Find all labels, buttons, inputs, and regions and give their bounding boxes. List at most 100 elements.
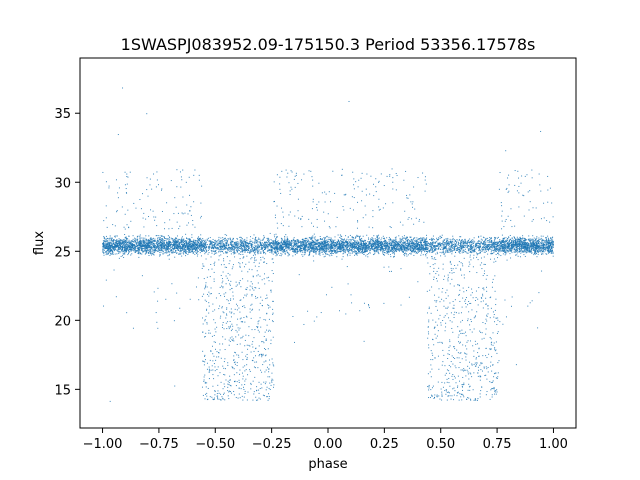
data-point: [469, 241, 471, 243]
data-point: [384, 238, 386, 240]
data-point: [167, 246, 169, 248]
data-point: [510, 247, 512, 249]
data-point: [263, 235, 265, 237]
data-point: [359, 239, 361, 241]
data-point: [119, 244, 121, 246]
data-point: [228, 303, 230, 305]
data-point: [539, 251, 541, 253]
data-point: [156, 171, 158, 173]
data-point: [203, 380, 205, 382]
data-point: [493, 261, 495, 263]
data-point: [418, 220, 420, 222]
data-point: [268, 387, 270, 389]
data-point: [401, 239, 403, 241]
data-point: [433, 239, 435, 241]
data-point: [218, 251, 220, 253]
data-point: [214, 253, 216, 255]
data-point: [325, 251, 327, 253]
data-point: [326, 247, 328, 249]
data-point: [260, 369, 262, 371]
data-point: [426, 240, 428, 242]
data-point: [268, 238, 270, 240]
data-point: [375, 244, 377, 246]
data-point: [133, 245, 135, 247]
data-point: [163, 237, 165, 239]
data-point: [119, 244, 121, 246]
data-point: [206, 276, 208, 278]
data-point: [287, 245, 289, 247]
data-point: [546, 242, 548, 244]
data-point: [519, 246, 521, 248]
data-point: [545, 237, 547, 238]
data-point: [400, 240, 402, 242]
data-point: [509, 234, 511, 236]
data-point: [495, 245, 497, 247]
data-point: [269, 364, 271, 366]
data-point: [311, 176, 313, 178]
data-point: [436, 396, 438, 398]
data-point: [450, 246, 452, 248]
data-point: [218, 247, 220, 249]
data-point: [425, 251, 427, 253]
data-point: [488, 241, 490, 243]
data-point: [245, 250, 247, 251]
data-point: [432, 245, 434, 247]
data-point: [313, 260, 315, 262]
data-point: [348, 241, 350, 243]
data-point: [424, 242, 426, 244]
data-point: [252, 244, 254, 246]
data-point: [280, 249, 282, 251]
data-point: [527, 305, 529, 307]
data-point: [360, 245, 362, 247]
data-point: [505, 253, 507, 255]
data-point: [218, 398, 220, 400]
data-point: [341, 236, 343, 238]
data-point: [108, 245, 110, 247]
data-point: [126, 239, 128, 241]
data-point: [145, 238, 147, 240]
data-point: [235, 244, 237, 246]
data-point: [210, 247, 212, 249]
data-point: [190, 206, 192, 208]
data-point: [259, 398, 261, 400]
data-point: [280, 237, 282, 239]
data-point: [450, 248, 452, 250]
data-point: [195, 245, 197, 247]
data-point: [362, 235, 364, 237]
data-point: [354, 244, 356, 246]
data-point: [501, 220, 503, 222]
data-point: [506, 187, 508, 189]
data-point: [265, 360, 267, 362]
data-point: [399, 237, 401, 239]
data-point: [232, 239, 234, 241]
data-point: [399, 241, 401, 243]
data-point: [181, 243, 182, 245]
data-point: [453, 387, 455, 389]
data-point: [466, 290, 468, 292]
data-point: [354, 244, 356, 246]
data-point: [284, 243, 286, 245]
data-point: [447, 295, 449, 297]
data-point: [220, 237, 222, 239]
data-point: [254, 240, 256, 242]
data-point: [231, 243, 233, 245]
data-point: [519, 249, 521, 251]
data-point: [482, 295, 484, 297]
data-point: [441, 341, 443, 343]
data-point: [254, 329, 256, 331]
data-point: [356, 243, 358, 245]
data-point: [221, 307, 223, 309]
data-point: [456, 349, 458, 351]
data-point: [181, 245, 183, 247]
data-point: [197, 247, 199, 249]
data-point: [504, 254, 506, 256]
chart-title: 1SWASPJ083952.09-175150.3 Period 53356.1…: [121, 35, 536, 54]
data-point: [161, 244, 163, 246]
data-point: [275, 238, 277, 240]
data-point: [287, 244, 289, 246]
data-point: [387, 252, 389, 253]
data-point: [106, 237, 108, 239]
data-point: [404, 241, 406, 243]
data-point: [384, 252, 386, 254]
data-point: [486, 248, 488, 250]
